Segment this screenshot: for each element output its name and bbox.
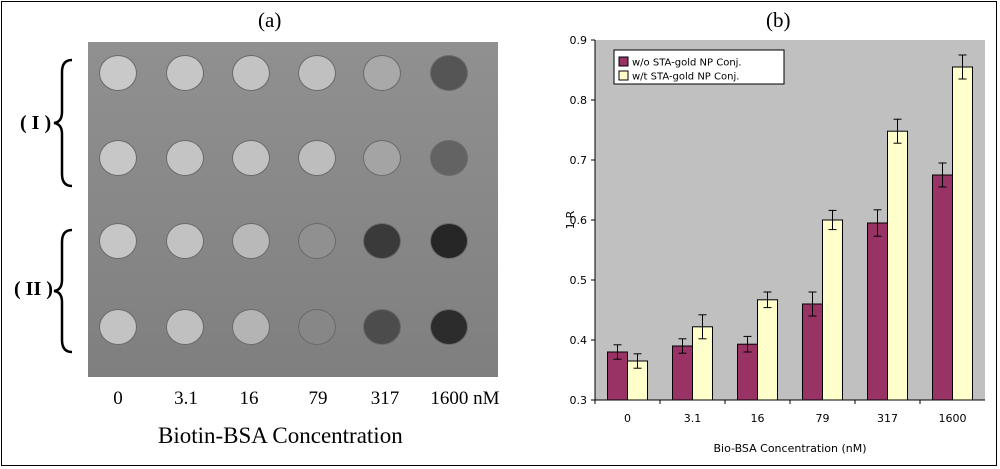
y-tick-label: 0.4 [570, 334, 588, 347]
bar-without-conj [867, 222, 888, 401]
group-1-brace [53, 58, 73, 188]
blot-dot [166, 223, 204, 259]
bar-with-conj [757, 299, 778, 401]
blot-dot [99, 309, 137, 345]
dot-blot-membrane [88, 42, 498, 377]
blot-dot [99, 140, 137, 176]
y-tick-label: 0.5 [570, 274, 588, 287]
x-tick-label: 0 [624, 412, 631, 425]
bar-without-conj [932, 174, 953, 401]
y-tick-label: 0.6 [570, 214, 588, 227]
blot-dot [298, 309, 336, 345]
bar-with-conj [952, 66, 973, 401]
blot-dot [298, 55, 336, 91]
group-2-brace [53, 228, 73, 354]
blot-dot [363, 55, 401, 91]
x-tick-label: 79 [816, 412, 830, 425]
bar-without-conj [802, 303, 823, 401]
blot-dot [430, 55, 468, 91]
x-tick-label: 1600 [939, 412, 967, 425]
blot-dot [430, 309, 468, 345]
group-label-2: ( II ) [14, 278, 53, 300]
panel-a-label: (a) [258, 8, 282, 32]
blot-dot [232, 55, 270, 91]
blot-dot [298, 140, 336, 176]
bar-without-conj [672, 345, 693, 401]
x-axis-title: Bio-BSA Concentration (nM) [713, 442, 866, 455]
y-axis-title: 1-R [564, 210, 577, 229]
blot-dot [99, 223, 137, 259]
blot-dot [166, 140, 204, 176]
blot-dot [363, 309, 401, 345]
y-tick-label: 0.3 [570, 394, 588, 407]
legend-entry: w/o STA-gold NP Conj. [632, 58, 742, 69]
legend-box [613, 49, 785, 85]
blot-dot [232, 309, 270, 345]
legend-swatch [618, 70, 629, 81]
x-tick-label: 16 [751, 412, 765, 425]
conc-label-3: 79 [308, 388, 328, 409]
legend-swatch [618, 56, 629, 67]
blot-dot [430, 140, 468, 176]
bar-without-conj [737, 343, 758, 401]
blot-dot [232, 223, 270, 259]
blot-dot [430, 223, 468, 259]
panel-b-label: (b) [766, 8, 791, 32]
legend-entry: w/t STA-gold NP Conj. [632, 72, 739, 83]
blot-dot [99, 55, 137, 91]
conc-label-4: 317 [370, 388, 400, 409]
blot-dot [232, 140, 270, 176]
x-tick-label: 3.1 [684, 412, 702, 425]
y-tick-label: 0.8 [570, 94, 588, 107]
blot-x-axis-label: Biotin-BSA Concentration [158, 423, 403, 448]
blot-dot [298, 223, 336, 259]
conc-label-5: 1600 nM [430, 388, 500, 409]
bar-with-conj [887, 130, 908, 401]
blot-dot [363, 140, 401, 176]
y-tick-label: 0.9 [570, 34, 588, 47]
y-tick-label: 0.7 [570, 154, 588, 167]
blot-dot [166, 55, 204, 91]
bar-with-conj [822, 219, 843, 401]
x-tick-label: 317 [877, 412, 898, 425]
blot-dot [363, 223, 401, 259]
conc-label-1: 3.1 [174, 388, 198, 409]
blot-dot [166, 309, 204, 345]
conc-label-2: 16 [239, 388, 259, 409]
group-label-1: ( I ) [20, 112, 52, 134]
plot-area [595, 40, 985, 400]
conc-label-0: 0 [113, 388, 123, 409]
